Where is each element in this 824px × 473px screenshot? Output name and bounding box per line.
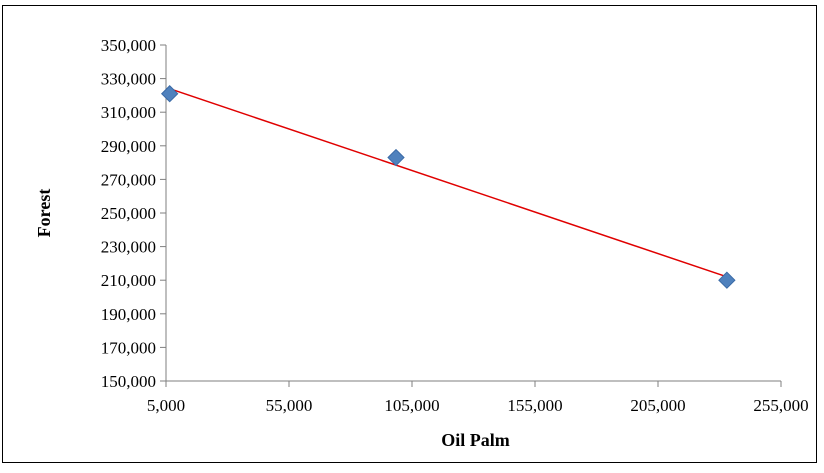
y-tick-label: 270,000 — [101, 170, 156, 189]
trendline-group — [169, 87, 728, 278]
y-axis-title: Forest — [34, 189, 54, 238]
y-tick-label: 310,000 — [101, 103, 156, 122]
x-tick-label: 155,000 — [507, 396, 562, 415]
y-tick-label: 250,000 — [101, 204, 156, 223]
data-points — [160, 85, 736, 289]
x-tick-label: 5,000 — [147, 396, 185, 415]
data-point-marker — [160, 85, 179, 103]
trendline — [169, 87, 728, 278]
x-axis-ticks: 5,000 55,000 105,000 155,000 205,000 255,000 — [147, 381, 809, 415]
y-tick-label: 330,000 — [101, 70, 156, 89]
y-tick-label: 170,000 — [101, 338, 156, 357]
chart-frame — [2, 5, 817, 463]
x-tick-label: 255,000 — [753, 396, 808, 415]
y-tick-label: 150,000 — [101, 372, 156, 391]
x-tick-label: 105,000 — [384, 396, 439, 415]
y-tick-label: 230,000 — [101, 238, 156, 257]
y-tick-label: 210,000 — [101, 271, 156, 290]
x-axis-title: Oil Palm — [441, 430, 510, 450]
y-tick-label: 290,000 — [101, 137, 156, 156]
axes — [165, 45, 781, 382]
x-tick-label: 55,000 — [266, 396, 313, 415]
data-point-marker — [718, 271, 736, 289]
x-tick-label: 205,000 — [630, 396, 685, 415]
data-point-marker — [387, 148, 405, 167]
y-tick-label: 190,000 — [101, 305, 156, 324]
y-tick-label: 350,000 — [101, 36, 156, 55]
y-axis-ticks: 150,000 170,000 190,000 210,000 230,000 250,0… — [101, 36, 166, 391]
